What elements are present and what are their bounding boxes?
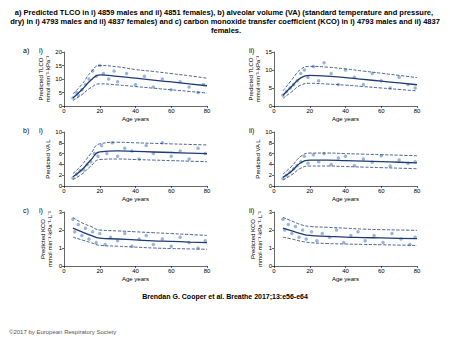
svg-text:0: 0 [272,268,276,274]
svg-text:40: 40 [342,188,349,194]
svg-text:mmol·min⁻¹·kPa⁻¹: mmol·min⁻¹·kPa⁻¹ [45,56,51,103]
svg-text:Age years: Age years [332,116,359,122]
svg-text:2: 2 [59,227,63,233]
svg-text:20: 20 [306,188,313,194]
svg-text:5: 5 [59,90,63,96]
svg-text:females.: females. [209,26,241,35]
svg-text:80: 80 [414,108,421,114]
svg-text:0: 0 [272,188,276,194]
svg-text:©2017 by European Respiratory: ©2017 by European Respiratory Society [9,329,116,335]
svg-text:a) Predicted TLCO in i) 4859 m: a) Predicted TLCO in i) 4859 males and i… [15,8,435,17]
svg-text:40: 40 [342,268,349,274]
svg-text:10: 10 [55,76,62,82]
svg-text:i): i) [39,207,43,215]
svg-text:20: 20 [96,268,103,274]
svg-text:8: 8 [269,140,273,146]
svg-text:i): i) [39,127,43,135]
svg-text:20: 20 [55,49,62,55]
svg-text:10: 10 [265,67,272,73]
svg-text:0: 0 [62,268,66,274]
svg-text:b): b) [23,127,29,135]
svg-text:Predicted VA L: Predicted VA L [255,139,261,179]
svg-text:5: 5 [269,85,273,91]
svg-text:0: 0 [58,103,62,109]
svg-text:80: 80 [204,268,211,274]
svg-text:3: 3 [59,209,63,215]
svg-text:0: 0 [268,263,272,269]
svg-text:Age years: Age years [122,116,149,122]
svg-text:40: 40 [342,108,349,114]
svg-text:10: 10 [265,129,272,135]
svg-text:8: 8 [59,140,63,146]
svg-text:80: 80 [204,188,211,194]
svg-text:1: 1 [59,245,63,251]
svg-text:Age years: Age years [122,276,149,282]
svg-text:2: 2 [269,172,273,178]
svg-text:Age years: Age years [122,196,149,202]
svg-text:0: 0 [268,103,272,109]
svg-text:0: 0 [268,183,272,189]
svg-text:Age years: Age years [332,276,359,282]
svg-text:60: 60 [378,268,385,274]
svg-text:40: 40 [132,108,139,114]
svg-text:mmol·min⁻¹·kPa⁻¹·L⁻¹: mmol·min⁻¹·kPa⁻¹·L⁻¹ [257,211,263,267]
svg-text:Predicted KCO: Predicted KCO [250,219,256,259]
svg-text:10: 10 [55,129,62,135]
svg-text:0: 0 [58,263,62,269]
svg-text:1: 1 [269,245,273,251]
svg-text:80: 80 [204,108,211,114]
svg-text:0: 0 [272,108,276,114]
svg-text:60: 60 [168,108,175,114]
svg-text:Predicted TLCO: Predicted TLCO [38,57,44,100]
svg-text:60: 60 [378,188,385,194]
svg-text:2: 2 [59,172,63,178]
svg-text:mmol·min⁻¹·kPa⁻¹: mmol·min⁻¹·kPa⁻¹ [255,56,261,103]
svg-text:60: 60 [168,188,175,194]
svg-text:15: 15 [265,49,272,55]
svg-text:Brendan G. Cooper et al. Breat: Brendan G. Cooper et al. Breathe 2017;13… [142,293,308,301]
svg-text:80: 80 [414,268,421,274]
svg-text:Predicted KCO: Predicted KCO [40,219,46,259]
svg-text:a): a) [23,47,29,55]
svg-text:ii): ii) [249,47,254,55]
svg-text:ii): ii) [249,207,254,215]
svg-text:c): c) [23,207,29,215]
svg-text:ii): ii) [249,127,254,135]
svg-text:2: 2 [269,227,273,233]
svg-text:4: 4 [269,161,273,167]
svg-text:dry) in i) 4793 males and ii): dry) in i) 4793 males and ii) 4837 femal… [10,17,440,26]
svg-text:20: 20 [306,268,313,274]
svg-text:i): i) [39,47,43,55]
svg-text:15: 15 [55,63,62,69]
svg-text:0: 0 [58,183,62,189]
svg-text:3: 3 [269,209,273,215]
svg-text:6: 6 [59,151,63,157]
svg-text:20: 20 [96,108,103,114]
svg-text:20: 20 [306,108,313,114]
svg-text:80: 80 [414,188,421,194]
svg-text:mmol·min⁻¹·kPa⁻¹·L⁻¹: mmol·min⁻¹·kPa⁻¹·L⁻¹ [47,211,53,267]
svg-text:0: 0 [62,188,66,194]
svg-text:4: 4 [59,161,63,167]
svg-text:6: 6 [269,151,273,157]
svg-text:40: 40 [132,268,139,274]
svg-text:40: 40 [132,188,139,194]
svg-text:Predicted TLCO: Predicted TLCO [248,57,254,100]
svg-text:Predicted VA L: Predicted VA L [45,139,51,179]
svg-text:Age years: Age years [332,196,359,202]
svg-text:20: 20 [96,188,103,194]
svg-text:0: 0 [62,108,66,114]
svg-text:60: 60 [378,108,385,114]
svg-text:60: 60 [168,268,175,274]
